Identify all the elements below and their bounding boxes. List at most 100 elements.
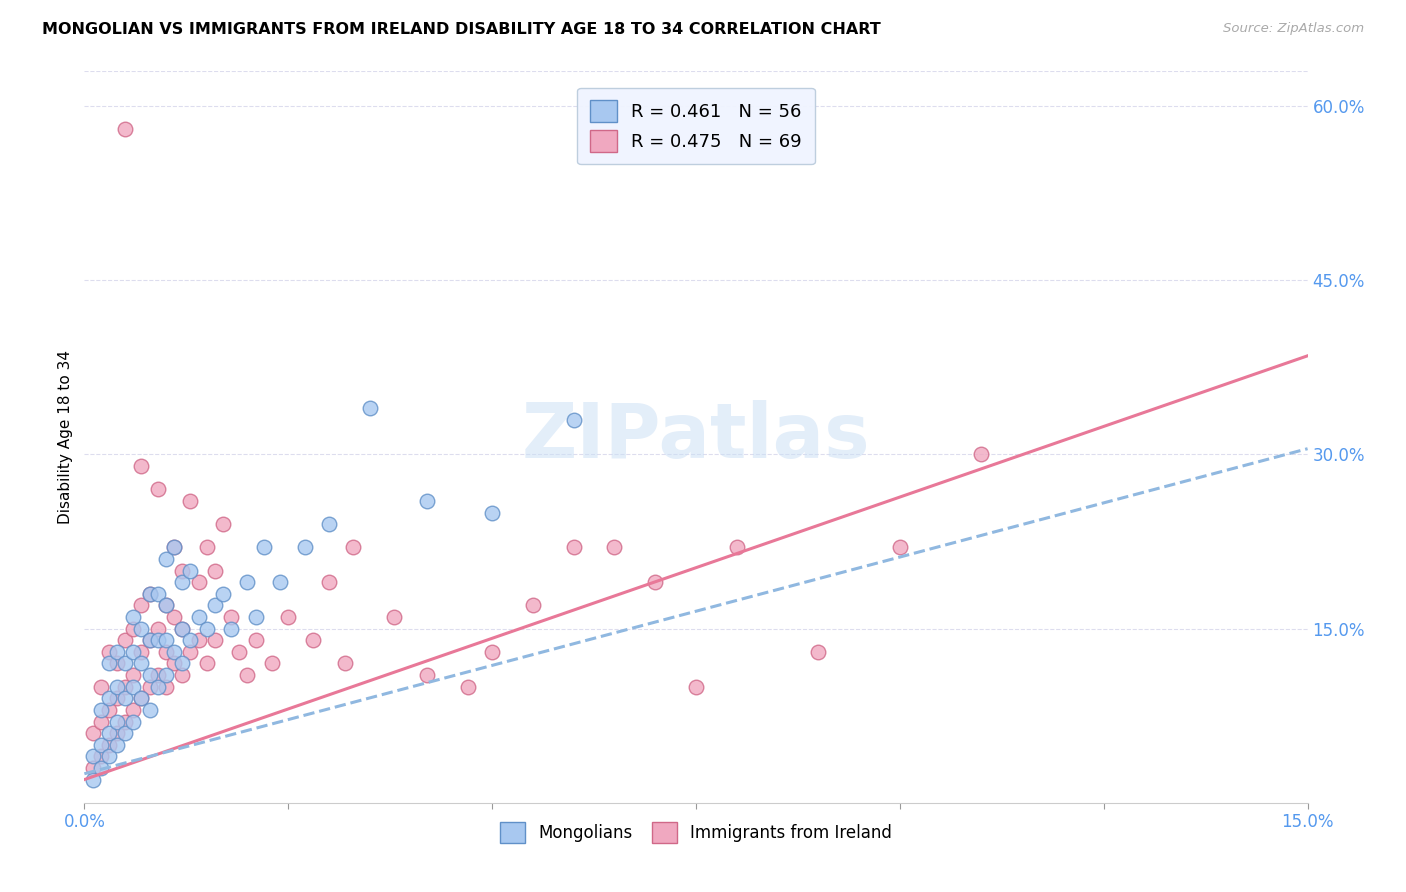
Point: [562, 412, 585, 426]
Point: [416, 668, 439, 682]
Point: [146, 668, 169, 682]
Point: [146, 622, 169, 636]
Point: [172, 564, 194, 578]
Point: [122, 703, 145, 717]
Point: [138, 633, 160, 648]
Point: [260, 657, 283, 671]
Point: [138, 668, 160, 682]
Point: [90, 749, 112, 764]
Point: [219, 622, 242, 636]
Text: ZIPatlas: ZIPatlas: [522, 401, 870, 474]
Point: [146, 633, 169, 648]
Text: Source: ZipAtlas.com: Source: ZipAtlas.com: [1223, 22, 1364, 36]
Point: [131, 657, 153, 671]
Point: [146, 483, 169, 497]
Point: [82, 761, 104, 775]
Point: [155, 552, 177, 566]
Point: [562, 541, 585, 555]
Point: [138, 633, 160, 648]
Point: [97, 726, 120, 740]
Point: [97, 645, 120, 659]
Point: [889, 541, 911, 555]
Point: [195, 541, 218, 555]
Point: [138, 680, 160, 694]
Point: [122, 610, 145, 624]
Point: [105, 726, 128, 740]
Point: [318, 517, 340, 532]
Y-axis label: Disability Age 18 to 34: Disability Age 18 to 34: [58, 350, 73, 524]
Point: [277, 610, 299, 624]
Point: [204, 599, 226, 613]
Point: [138, 587, 160, 601]
Point: [155, 599, 177, 613]
Point: [105, 645, 128, 659]
Point: [90, 703, 112, 717]
Point: [382, 610, 405, 624]
Point: [172, 657, 194, 671]
Point: [179, 633, 201, 648]
Point: [122, 680, 145, 694]
Point: [457, 680, 479, 694]
Point: [163, 610, 186, 624]
Point: [481, 645, 503, 659]
Point: [172, 575, 194, 590]
Point: [131, 645, 153, 659]
Point: [269, 575, 291, 590]
Point: [146, 680, 169, 694]
Point: [228, 645, 250, 659]
Point: [155, 668, 177, 682]
Point: [82, 772, 104, 787]
Point: [179, 645, 201, 659]
Point: [122, 645, 145, 659]
Point: [195, 622, 218, 636]
Point: [163, 645, 186, 659]
Point: [105, 680, 128, 694]
Point: [97, 703, 120, 717]
Point: [970, 448, 993, 462]
Point: [90, 680, 112, 694]
Point: [114, 657, 136, 671]
Point: [163, 541, 186, 555]
Point: [122, 622, 145, 636]
Point: [122, 668, 145, 682]
Point: [97, 691, 120, 706]
Point: [685, 680, 707, 694]
Point: [212, 587, 235, 601]
Point: [807, 645, 830, 659]
Point: [481, 506, 503, 520]
Point: [522, 599, 544, 613]
Point: [335, 657, 357, 671]
Point: [253, 541, 276, 555]
Point: [187, 633, 209, 648]
Point: [359, 401, 381, 415]
Point: [82, 749, 104, 764]
Point: [204, 564, 226, 578]
Point: [90, 714, 112, 729]
Point: [163, 657, 186, 671]
Legend: Mongolians, Immigrants from Ireland: Mongolians, Immigrants from Ireland: [494, 815, 898, 849]
Point: [245, 610, 267, 624]
Point: [294, 541, 316, 555]
Point: [342, 541, 364, 555]
Point: [114, 691, 136, 706]
Point: [725, 541, 748, 555]
Point: [131, 622, 153, 636]
Point: [82, 726, 104, 740]
Point: [90, 761, 112, 775]
Point: [204, 633, 226, 648]
Point: [155, 645, 177, 659]
Point: [97, 738, 120, 752]
Point: [105, 657, 128, 671]
Point: [195, 657, 218, 671]
Point: [114, 726, 136, 740]
Point: [138, 703, 160, 717]
Point: [155, 599, 177, 613]
Point: [603, 541, 626, 555]
Point: [179, 564, 201, 578]
Point: [131, 691, 153, 706]
Point: [114, 122, 136, 136]
Point: [105, 691, 128, 706]
Point: [90, 738, 112, 752]
Point: [179, 494, 201, 508]
Point: [146, 587, 169, 601]
